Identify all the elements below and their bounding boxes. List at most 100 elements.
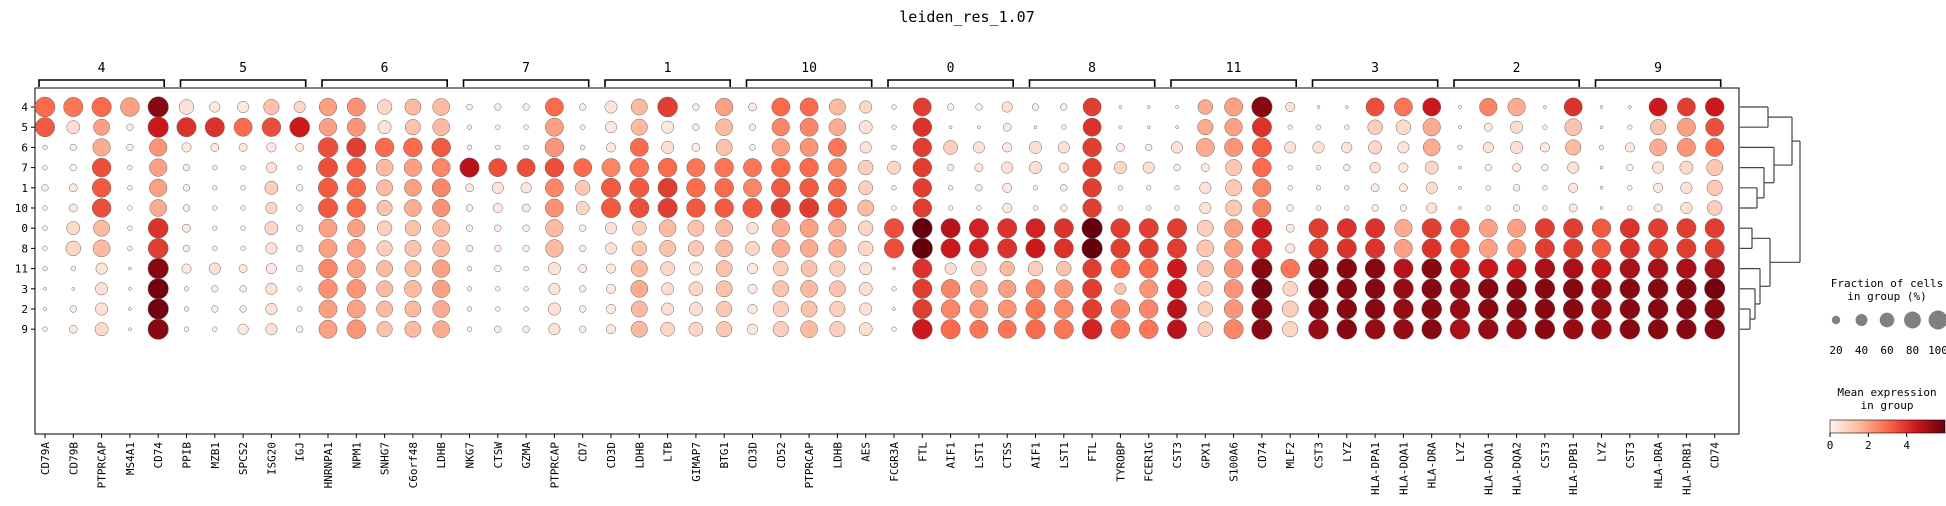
dot [1393, 258, 1414, 279]
dot [969, 299, 989, 319]
dot [1284, 141, 1297, 154]
dot [1705, 97, 1725, 117]
dot [181, 263, 192, 274]
dot [579, 325, 587, 333]
dot [1478, 318, 1499, 340]
dot [997, 218, 1018, 239]
dot [1053, 319, 1074, 340]
dot [857, 199, 875, 217]
dot [212, 205, 218, 211]
dot [318, 97, 338, 117]
dot [1619, 298, 1641, 320]
dot [1422, 118, 1441, 137]
dot [126, 143, 134, 151]
dot [742, 198, 763, 218]
dot [1591, 218, 1612, 238]
group-bracket [321, 79, 448, 87]
dot [1139, 279, 1159, 299]
dot [1082, 258, 1102, 279]
dot [800, 320, 818, 338]
dot [183, 326, 190, 332]
dot [1282, 321, 1299, 338]
dot [120, 97, 140, 117]
row-label: 1 [21, 182, 28, 195]
group-label: 3 [1371, 61, 1379, 76]
dot [716, 321, 733, 338]
dot [660, 321, 675, 337]
dot [1002, 142, 1013, 153]
dot [1652, 161, 1665, 174]
dot [606, 263, 616, 274]
dot [182, 244, 191, 252]
dot [1568, 203, 1578, 213]
dot [829, 98, 846, 116]
dot [432, 98, 450, 116]
dot [1002, 182, 1013, 193]
dot [126, 123, 134, 131]
dot [346, 137, 367, 158]
dot [630, 118, 648, 136]
dot [580, 124, 586, 130]
gene-label: FTL [916, 442, 929, 462]
dot [1345, 105, 1349, 109]
dot [575, 180, 591, 196]
row-label: 7 [21, 162, 28, 175]
dot [1450, 258, 1470, 279]
dot [1146, 125, 1151, 129]
dot [466, 124, 473, 130]
dot [492, 203, 503, 213]
gene-label: AIF1 [1030, 442, 1043, 469]
dot [318, 279, 338, 299]
dot [1251, 258, 1273, 280]
dot [971, 260, 987, 277]
dot [1705, 138, 1725, 157]
dot [346, 299, 366, 319]
dot [1058, 162, 1069, 173]
dot [404, 280, 422, 298]
gene-label: PTPRCAP [548, 442, 561, 489]
dot [747, 323, 758, 335]
dot [1485, 205, 1491, 211]
dot [771, 178, 791, 198]
dot [297, 306, 303, 312]
dot [1648, 238, 1669, 259]
dot [799, 198, 820, 218]
gene-label: LDHB [633, 442, 646, 469]
dot [1676, 258, 1697, 279]
dot [605, 121, 617, 134]
dot [629, 157, 649, 178]
dot [1364, 258, 1386, 279]
dot [1285, 223, 1295, 233]
dot [630, 280, 649, 298]
dot [1393, 298, 1414, 320]
gene-label: CST3 [1171, 442, 1184, 469]
dot [1421, 238, 1442, 259]
dot [799, 97, 819, 117]
dot [42, 205, 48, 211]
dot [1195, 138, 1215, 157]
dot [128, 287, 132, 291]
dot [1422, 97, 1442, 117]
dot [1591, 238, 1612, 259]
dot [1704, 218, 1725, 239]
dot [1534, 278, 1556, 300]
dot [495, 144, 501, 150]
plot-frame [34, 87, 1740, 435]
dot [799, 117, 819, 137]
dot [1506, 318, 1527, 340]
dot [147, 238, 169, 259]
dot [1033, 125, 1038, 129]
dot [1510, 120, 1524, 134]
colorbar-tick-label: 2 [1865, 439, 1872, 452]
dot [178, 99, 195, 115]
dot [1225, 199, 1242, 217]
dot [1676, 218, 1697, 239]
dot [1285, 243, 1296, 254]
dot [747, 263, 758, 275]
dot [261, 117, 282, 137]
dot [1251, 117, 1272, 138]
dot [432, 198, 451, 218]
dot [1001, 161, 1014, 174]
